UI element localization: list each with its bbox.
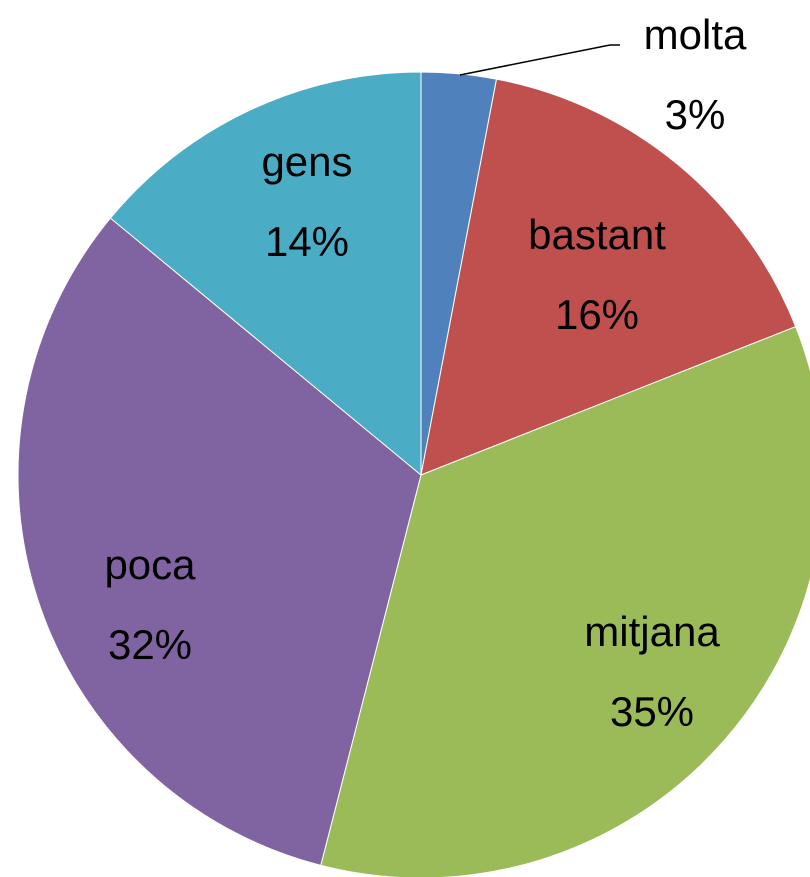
pie-slice bbox=[109, 71, 422, 477]
slice-label: poca bbox=[104, 541, 196, 588]
slice-value-label: 14% bbox=[265, 218, 349, 265]
slice-value-label: 32% bbox=[108, 621, 192, 668]
slice-label: gens bbox=[261, 138, 352, 185]
pie-slice bbox=[320, 325, 810, 877]
slice-label: bastant bbox=[528, 211, 666, 258]
slice-value-label: 16% bbox=[555, 291, 639, 338]
pie-slice bbox=[17, 217, 422, 866]
slice-label: molta bbox=[644, 11, 747, 58]
slice-value-label: 3% bbox=[665, 91, 726, 138]
slice-label: mitjana bbox=[584, 608, 720, 655]
slice-value-label: 35% bbox=[610, 688, 694, 735]
pie-slice bbox=[420, 78, 797, 476]
leader-line bbox=[459, 44, 620, 76]
